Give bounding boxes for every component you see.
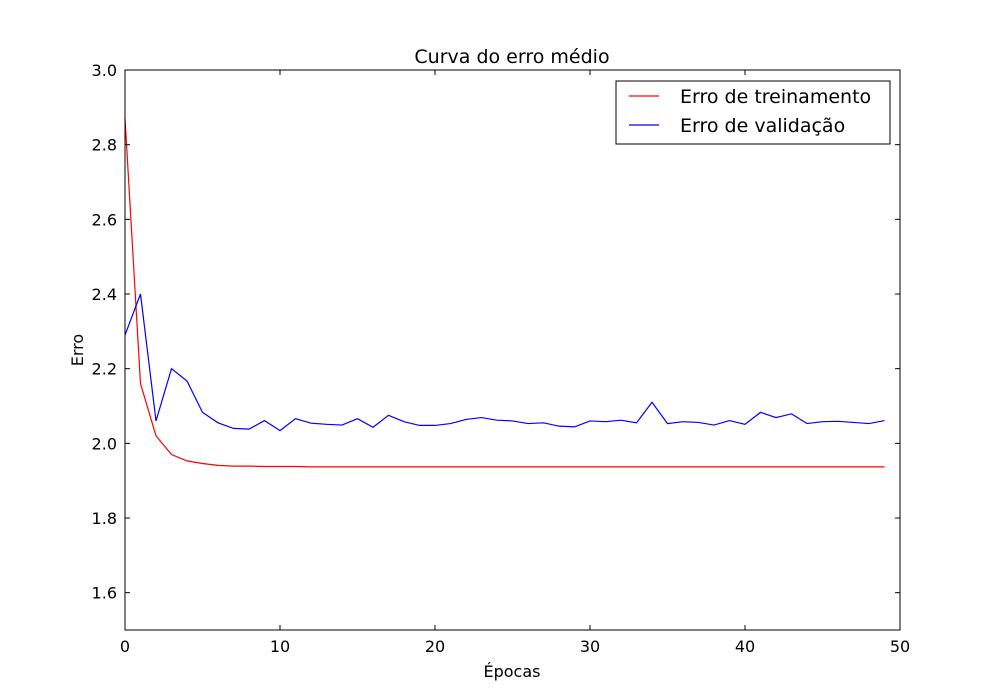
y-tick-label: 2.2 — [92, 360, 117, 379]
x-tick-label: 40 — [735, 637, 755, 656]
y-tick-label: 2.4 — [92, 285, 117, 304]
x-tick-label: 0 — [120, 637, 130, 656]
y-tick-label: 3.0 — [92, 61, 117, 80]
legend-box — [615, 80, 891, 145]
plot-area — [124, 118, 885, 468]
x-axis-label: Épocas — [484, 662, 541, 681]
y-tick-label: 1.6 — [92, 584, 117, 603]
chart-title: Curva do erro médio — [414, 46, 609, 68]
x-tick-label: 50 — [890, 637, 910, 656]
axis-ticks: 0 10 20 30 40 50 1.6 1.8 2.0 2.2 2.4 2.6 2.8 3.0 — [92, 61, 911, 656]
legend-label-validacao: Erro de validação — [680, 115, 845, 137]
axes-frame — [124, 69, 901, 631]
legend-label-treinamento: Erro de treinamento — [680, 86, 871, 108]
y-tick-label: 1.8 — [92, 509, 117, 528]
y-axis-label: Erro — [68, 334, 87, 366]
series-line-validacao — [124, 293, 885, 432]
x-tick-label: 10 — [270, 637, 290, 656]
y-tick-label: 2.8 — [92, 136, 117, 155]
y-tick-label: 2.6 — [92, 210, 117, 229]
legend: Erro de treinamento Erro de validação — [615, 80, 891, 145]
x-tick-label: 20 — [425, 637, 445, 656]
x-tick-label: 30 — [580, 637, 600, 656]
y-tick-label: 2.0 — [92, 434, 117, 453]
series-line-treinamento — [124, 118, 885, 468]
